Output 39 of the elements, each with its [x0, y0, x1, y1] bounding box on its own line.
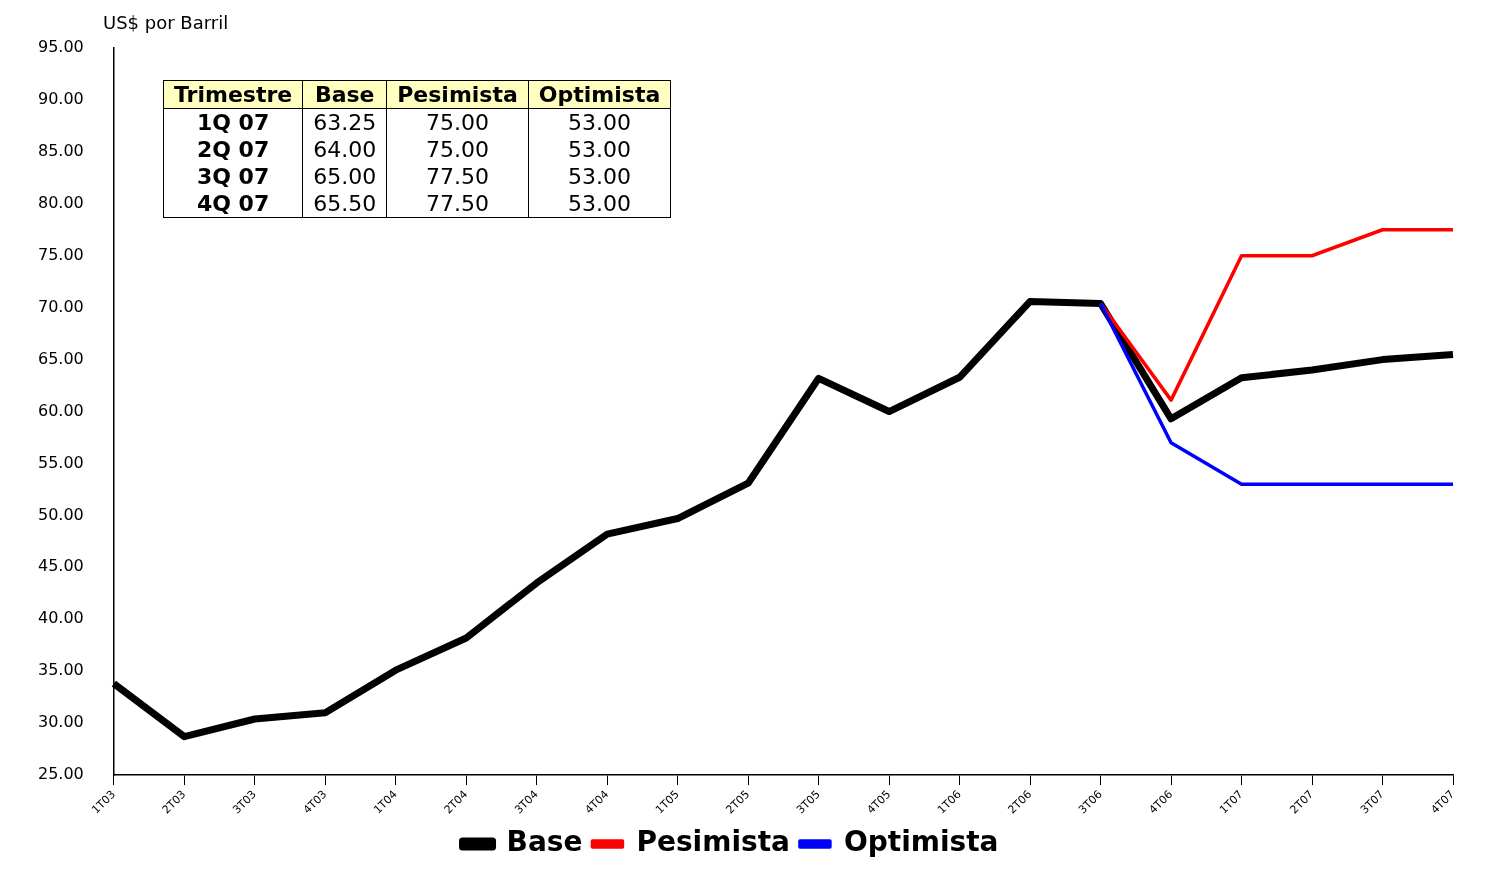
- annotation: Base: [302, 80, 387, 109]
- legend-label: Optimista: [843, 825, 999, 859]
- y-tick-label: 45.00: [37, 556, 84, 576]
- annotation: 75.00: [386, 136, 529, 163]
- annotation: 53.00: [528, 190, 671, 218]
- y-tick-label: 65.00: [37, 348, 84, 368]
- annotation: 2Q 07: [163, 136, 303, 163]
- y-tick-label: 55.00: [37, 452, 84, 472]
- y-tick-label: 60.00: [37, 400, 84, 420]
- annotation: 65.00: [302, 163, 387, 190]
- annotation: 53.00: [528, 136, 671, 163]
- y-tick-label: 75.00: [37, 244, 84, 264]
- annotation: 4Q 07: [163, 190, 303, 218]
- y-tick-label: 30.00: [37, 712, 84, 732]
- y-tick-label: 80.00: [37, 192, 84, 212]
- annotation: 63.25: [302, 108, 387, 136]
- annotation: 53.00: [528, 163, 671, 190]
- annotation: Pesimista: [386, 80, 529, 109]
- annotation: Trimestre: [163, 80, 303, 109]
- y-axis-title: US$ por Barril: [103, 12, 229, 33]
- annotation: 75.00: [386, 108, 529, 136]
- y-tick-label: 35.00: [37, 660, 84, 680]
- y-tick-label: 90.00: [37, 89, 84, 109]
- legend-label: Base: [506, 825, 583, 859]
- legend-label: Pesimista: [636, 825, 790, 859]
- annotation: 3Q 07: [163, 163, 303, 190]
- annotation: 77.50: [386, 163, 529, 190]
- y-tick-label: 50.00: [37, 504, 84, 524]
- y-tick-label: 85.00: [37, 141, 84, 161]
- y-tick-label: 95.00: [37, 37, 84, 57]
- annotation: 65.50: [302, 190, 387, 218]
- annotation: 1Q 07: [163, 108, 303, 136]
- annotation: 77.50: [386, 190, 529, 218]
- y-tick-label: 70.00: [37, 296, 84, 316]
- y-tick-label: 25.00: [37, 764, 84, 784]
- annotation: Optimista: [528, 80, 671, 109]
- annotation: 64.00: [302, 136, 387, 163]
- annotation: 53.00: [528, 108, 671, 136]
- y-tick-label: 40.00: [37, 608, 84, 628]
